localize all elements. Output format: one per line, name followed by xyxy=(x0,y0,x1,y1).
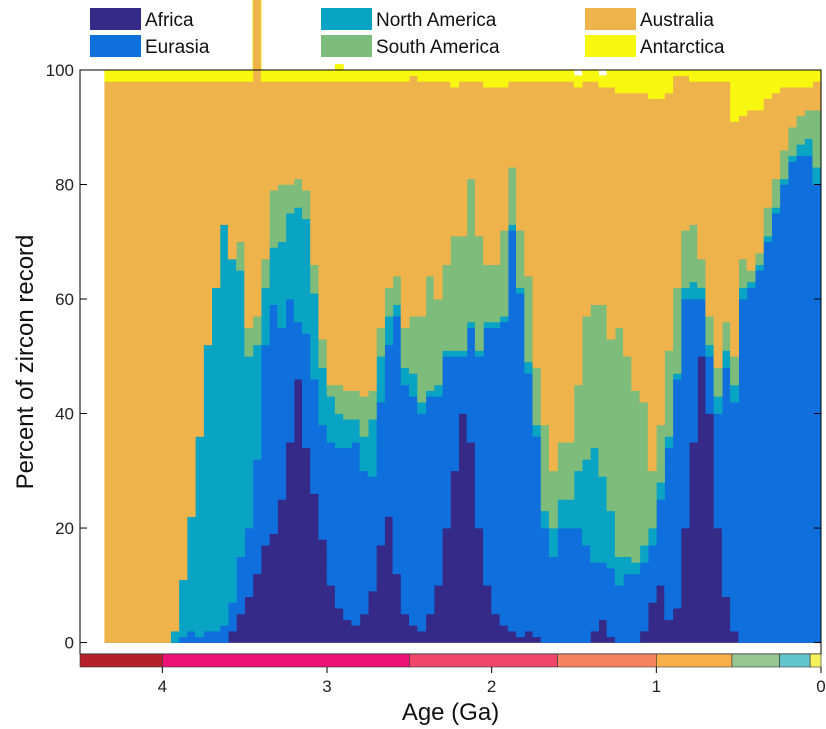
legend-swatch xyxy=(321,8,372,30)
timescale-segment xyxy=(779,653,811,668)
area-series-group xyxy=(104,0,822,643)
x-tick-label: 0 xyxy=(816,677,825,696)
x-tick-label: 4 xyxy=(158,677,167,696)
legend-swatch xyxy=(585,8,636,30)
legend-swatch xyxy=(90,8,141,30)
legend-swatch xyxy=(585,35,636,57)
legend-label: Australia xyxy=(640,10,714,31)
x-tick-label: 3 xyxy=(322,677,331,696)
y-tick-label: 40 xyxy=(55,405,74,424)
legend-label: Eurasia xyxy=(145,37,210,58)
legend-label: North America xyxy=(376,10,497,31)
plot-area xyxy=(79,0,822,655)
timescale-segment xyxy=(162,653,410,668)
timescale-segment xyxy=(79,653,163,668)
timescale-segment xyxy=(409,653,558,668)
x-axis-ticks: 4 3 2 1 0 xyxy=(158,667,826,696)
x-axis-title: Age (Ga) xyxy=(402,699,499,726)
y-tick-label: 80 xyxy=(55,176,74,195)
legend-swatch xyxy=(321,35,372,57)
timescale-segment xyxy=(809,653,822,668)
y-tick-label: 100 xyxy=(46,61,74,80)
y-tick-label: 20 xyxy=(55,519,74,538)
y-axis-title: Percent of zircon record xyxy=(12,235,39,490)
legend-label: Antarctica xyxy=(640,37,725,58)
legend: Africa Eurasia North America South America A… xyxy=(90,8,725,58)
x-tick-label: 1 xyxy=(652,677,661,696)
y-tick-label: 60 xyxy=(55,290,74,309)
timescale-segment xyxy=(557,653,657,668)
timescale-segment xyxy=(656,653,733,668)
x-tick-label: 2 xyxy=(487,677,496,696)
geologic-timescale-bar xyxy=(79,653,822,668)
y-tick-label: 0 xyxy=(65,634,74,653)
legend-label: South America xyxy=(376,37,500,58)
timescale-segment xyxy=(731,653,780,668)
legend-label: Africa xyxy=(145,10,194,31)
y-axis-ticks: 0 20 40 60 80 100 xyxy=(46,61,821,653)
legend-swatch xyxy=(90,35,141,57)
